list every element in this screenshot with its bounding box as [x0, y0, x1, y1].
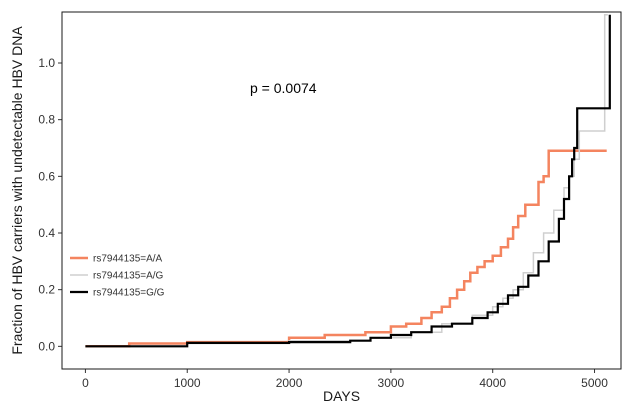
y-tick-label: 0.6	[38, 169, 55, 183]
legend: rs7944135=A/A rs7944135=A/G rs7944135=G/G	[70, 254, 165, 299]
x-axis-ticks: 0 1000 2000 3000 4000 5000	[82, 369, 608, 390]
y-tick-label: 0.8	[38, 113, 55, 127]
series-line-a-a	[85, 149, 607, 348]
legend-label: rs7944135=A/A	[93, 254, 163, 265]
series-layer	[85, 14, 611, 348]
y-axis-title: Fraction of HBV carriers with undetectab…	[9, 26, 25, 355]
y-tick-label: 0.2	[38, 283, 55, 297]
series-line-g-g	[85, 14, 611, 348]
x-tick-label: 2000	[276, 376, 303, 390]
p-value-annotation: p = 0.0074	[250, 80, 317, 96]
legend-label: rs7944135=A/G	[93, 271, 164, 282]
x-tick-label: 4000	[479, 376, 506, 390]
x-tick-label: 1000	[174, 376, 201, 390]
x-tick-label: 0	[82, 376, 89, 390]
x-axis-title: DAYS	[323, 388, 360, 404]
x-tick-label: 5000	[581, 376, 608, 390]
y-axis-ticks: 0.0 0.2 0.4 0.6 0.8 1.0	[38, 56, 62, 353]
legend-label: rs7944135=G/G	[93, 288, 165, 299]
x-tick-label: 3000	[378, 376, 405, 390]
y-tick-label: 0.4	[38, 226, 55, 240]
plot-frame	[61, 11, 622, 370]
y-tick-label: 1.0	[38, 56, 55, 70]
y-tick-label: 0.0	[38, 339, 55, 353]
